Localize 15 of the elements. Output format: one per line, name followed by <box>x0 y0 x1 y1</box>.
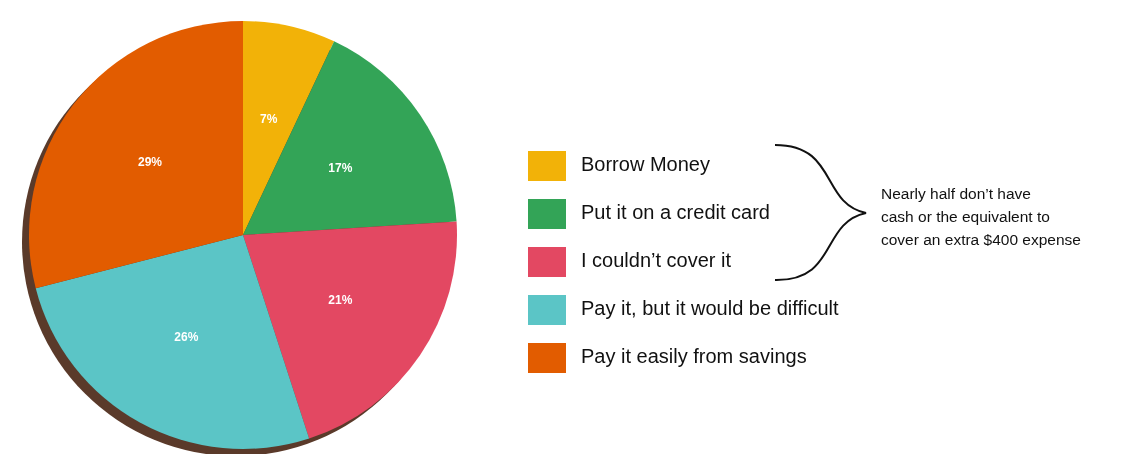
legend-label: Pay it, but it would be difficult <box>581 297 839 320</box>
pie-slice <box>243 221 457 439</box>
text: Nearly half don’t have cash or the equivalent to cover an extra $400 expense <box>881 185 1081 248</box>
pie-slice <box>29 21 243 289</box>
pie-slice <box>35 235 310 449</box>
legend-label: Borrow Money <box>581 153 710 176</box>
legend-label: I couldn’t cover it <box>581 249 732 272</box>
data-label: 21% <box>328 293 353 308</box>
legend-label: Put it on a credit card <box>581 201 770 224</box>
legend-label: Pay it easily from savings <box>581 345 807 368</box>
pie-slice <box>243 41 457 235</box>
data-label: 26% <box>174 330 199 345</box>
data-label: 7% <box>260 112 278 127</box>
data-label: 17% <box>328 161 353 176</box>
data-label: 29% <box>137 155 163 170</box>
